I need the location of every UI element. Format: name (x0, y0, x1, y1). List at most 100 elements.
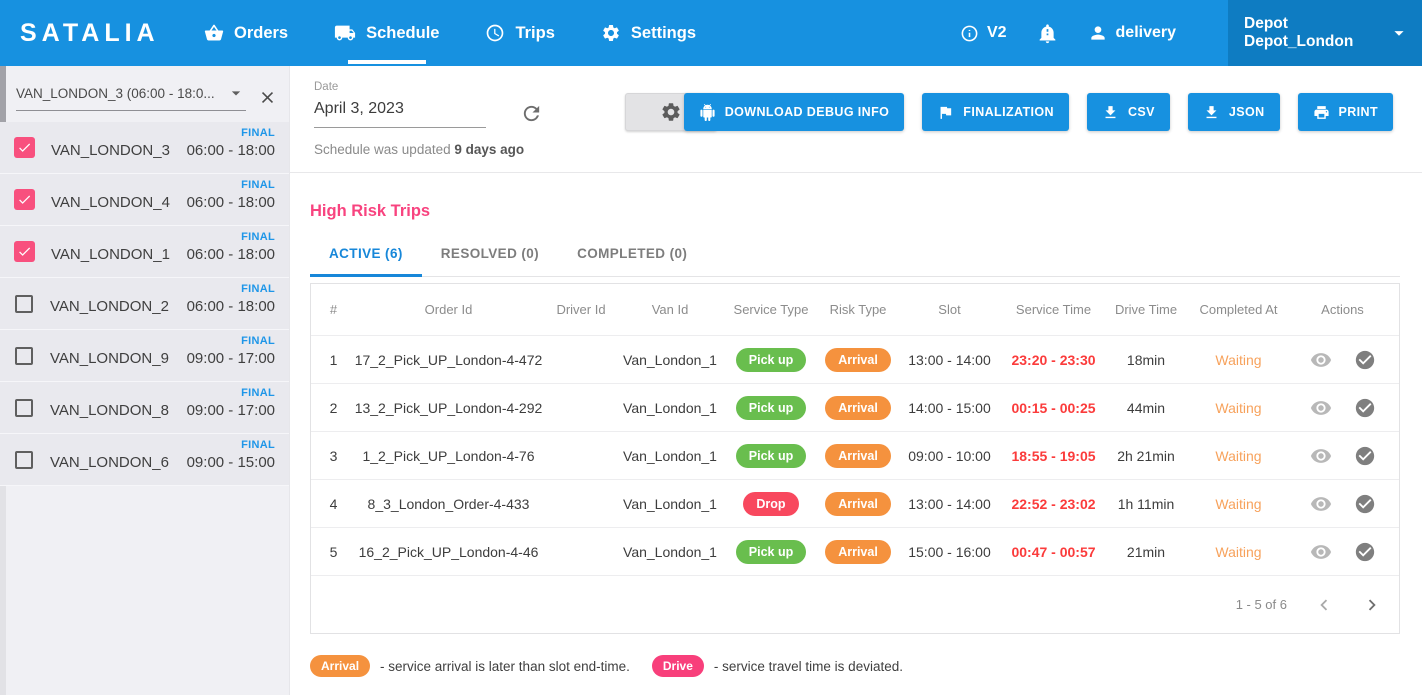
van-list-item: VAN_LONDON_8 09:00 - 17:00 FINAL (0, 382, 289, 434)
final-status-badge: FINAL (241, 439, 275, 451)
csv-button[interactable]: CSV (1086, 93, 1170, 131)
download-debug-info-button[interactable]: DOWNLOAD DEBUG INFO (683, 93, 905, 131)
column-header: Service Type (733, 302, 809, 317)
row-actions (1286, 384, 1399, 431)
json-button[interactable]: JSON (1187, 93, 1280, 131)
van-filter-select[interactable]: VAN_LONDON_3 (06:00 - 18:0... (16, 83, 246, 111)
print-label: PRINT (1338, 105, 1378, 119)
row-actions (1286, 480, 1399, 527)
tab-resolved[interactable]: RESOLVED (0) (440, 246, 540, 261)
notification-bell-icon[interactable] (1037, 23, 1058, 44)
version-label: V2 (986, 24, 1007, 41)
nav-item-settings[interactable]: Settings (601, 0, 696, 66)
column-header: Completed At (1199, 302, 1278, 317)
risk-type-badge: Arrival (825, 539, 891, 564)
row-number: 4 (329, 495, 338, 512)
chevron-left-icon[interactable] (1313, 594, 1335, 616)
resolve-trip-icon[interactable] (1354, 349, 1376, 371)
info-icon (960, 24, 979, 43)
date-label: Date (314, 81, 339, 93)
view-trip-icon[interactable] (1310, 541, 1332, 563)
van-name: VAN_LONDON_3 (51, 142, 170, 159)
risk-type-badge: Arrival (825, 491, 891, 516)
table-body: 1 17_2_Pick_UP_London-4-472 Van_London_1 Pi… (311, 336, 1399, 576)
finalization-button[interactable]: FINALIZATION (922, 93, 1069, 131)
driver-id (541, 432, 621, 479)
flag-icon (937, 104, 954, 121)
van-checkbox[interactable] (14, 137, 35, 158)
pagination: 1 - 5 of 6 (311, 576, 1399, 633)
view-trip-icon[interactable] (1310, 493, 1332, 515)
van-name: VAN_LONDON_6 (50, 454, 169, 471)
drive-time: 2h 21min (1117, 447, 1175, 464)
row-number: 5 (329, 543, 338, 560)
service-time: 18:55 - 19:05 (1011, 447, 1096, 464)
clock-icon (485, 23, 505, 43)
completed-at-status: Waiting (1215, 543, 1262, 560)
completed-at-cell: Waiting (1191, 336, 1286, 383)
van-list-item: VAN_LONDON_6 09:00 - 15:00 FINAL (0, 434, 289, 486)
nav-item-trips[interactable]: Trips (485, 0, 555, 66)
print-button[interactable]: PRINT (1297, 93, 1393, 131)
date-field[interactable]: Date April 3, 2023 (314, 81, 486, 128)
van-list-item: VAN_LONDON_2 06:00 - 18:00 FINAL (0, 278, 289, 330)
service-type-cell: Pick up (719, 336, 823, 383)
version-chip[interactable]: V2 (960, 24, 1007, 43)
van-name: VAN_LONDON_1 (51, 246, 170, 263)
sidebar-scrollbar-thumb[interactable] (0, 66, 6, 176)
nav-item-orders[interactable]: Orders (204, 0, 288, 66)
van-checkbox[interactable] (15, 294, 33, 313)
toolbar: Date April 3, 2023 DOWNLOAD DEBUG INFO F… (290, 66, 1422, 173)
order-id: 16_2_Pick_UP_London-4-46 (358, 543, 539, 560)
drive-time: 18min (1126, 351, 1166, 368)
truck-icon (334, 22, 356, 44)
chevron-right-icon[interactable] (1361, 594, 1383, 616)
completed-at-status: Waiting (1215, 495, 1262, 512)
completed-at-cell: Waiting (1191, 480, 1286, 527)
service-time: 00:47 - 00:57 (1011, 543, 1096, 560)
driver-id (541, 528, 621, 575)
resolve-trip-icon[interactable] (1354, 397, 1376, 419)
risk-type-cell: Arrival (823, 480, 893, 527)
service-type-badge: Drop (743, 491, 799, 516)
van-shift-time: 09:00 - 17:00 (186, 402, 275, 419)
view-trip-icon[interactable] (1310, 445, 1332, 467)
slot: 09:00 - 10:00 (908, 447, 991, 464)
van-checkbox[interactable] (15, 450, 33, 469)
van-filter-row: VAN_LONDON_3 (06:00 - 18:0... (16, 80, 277, 114)
refresh-icon[interactable] (520, 102, 543, 125)
csv-label: CSV (1127, 105, 1155, 119)
row-actions (1286, 336, 1399, 383)
view-trip-icon[interactable] (1310, 349, 1332, 371)
column-header: # (329, 302, 338, 317)
van-checkbox[interactable] (15, 398, 33, 417)
service-type-badge: Pick up (735, 539, 807, 564)
resolve-trip-icon[interactable] (1354, 541, 1376, 563)
tab-active[interactable]: ACTIVE (6) (310, 246, 422, 277)
toolbar-buttons: DOWNLOAD DEBUG INFO FINALIZATION CSV JSO… (683, 93, 1393, 131)
van-checkbox[interactable] (14, 189, 35, 210)
driver-id (541, 384, 621, 431)
van-list-item: VAN_LONDON_1 06:00 - 18:00 FINAL (0, 226, 289, 278)
user-menu[interactable]: delivery (1088, 23, 1176, 43)
van-id: Van_London_1 (623, 399, 717, 416)
slot: 13:00 - 14:00 (908, 351, 991, 368)
van-checkbox[interactable] (15, 346, 33, 365)
clear-filter-icon[interactable] (258, 88, 277, 107)
tab-completed[interactable]: COMPLETED (0) (577, 246, 688, 261)
order-id: 1_2_Pick_UP_London-4-76 (362, 447, 535, 464)
drive-time: 21min (1126, 543, 1166, 560)
risk-type-legend: Arrival - service arrival is later than s… (310, 655, 1422, 677)
resolve-trip-icon[interactable] (1354, 493, 1376, 515)
basket-icon (204, 23, 224, 43)
resolve-trip-icon[interactable] (1354, 445, 1376, 467)
drive-time: 44min (1126, 399, 1166, 416)
nav-label-trips: Trips (515, 23, 555, 42)
van-checkbox[interactable] (14, 241, 35, 262)
depot-selector[interactable]: Depot Depot_London (1228, 0, 1422, 66)
view-trip-icon[interactable] (1310, 397, 1332, 419)
nav-item-schedule[interactable]: Schedule (334, 0, 439, 66)
order-id: 8_3_London_Order-4-433 (367, 495, 530, 512)
printer-icon (1313, 104, 1330, 121)
risk-type-badge: Arrival (825, 347, 891, 372)
